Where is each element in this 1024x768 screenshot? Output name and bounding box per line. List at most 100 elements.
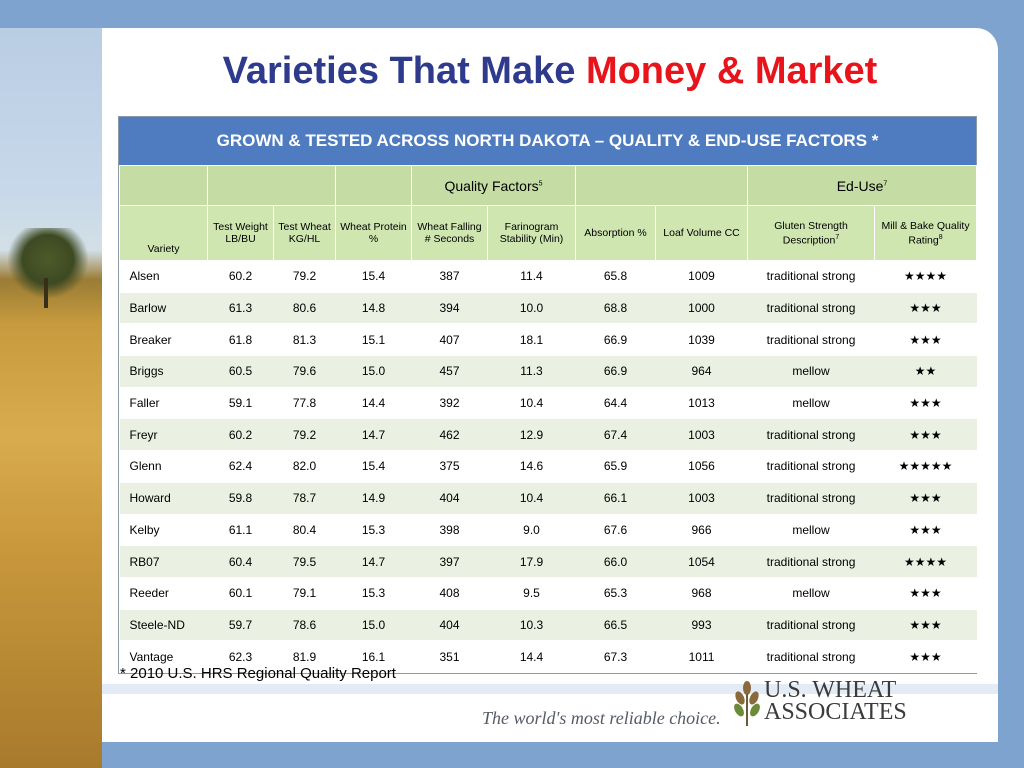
cell-loaf-volume: 1011 <box>655 640 748 673</box>
cell-test-weight-kg: 81.3 <box>273 323 336 357</box>
cell-variety: Freyr <box>119 418 208 452</box>
cell-falling-number: 351 <box>411 640 488 673</box>
cell-variety: Reeder <box>119 577 208 610</box>
col-mill-bake: Mill & Bake Quality Rating8 <box>874 205 978 261</box>
cell-variety: Barlow <box>119 292 208 325</box>
wheat-logo-icon <box>734 681 760 726</box>
cell-farinogram: 14.4 <box>487 640 576 673</box>
table-body: Alsen 60.2 79.2 15.4 387 11.4 65.8 1009 traditio… <box>119 260 977 673</box>
col-test-weight-lb: Test Weight LB/BU <box>207 205 274 261</box>
table-row: Glenn 62.4 82.0 15.4 375 14.6 65.9 1056 traditio… <box>119 450 977 483</box>
col-farinogram: Farinogram Stability (Min) <box>486 205 577 261</box>
group-empty-2 <box>207 165 336 206</box>
cell-mill-bake: ★★★ <box>874 609 977 642</box>
cell-protein: 15.4 <box>335 260 412 293</box>
cell-gluten-strength: mellow <box>747 514 875 547</box>
cell-test-weight-lb: 59.1 <box>207 387 274 420</box>
cell-protein: 14.7 <box>335 418 412 452</box>
cell-absorption: 67.6 <box>575 514 656 547</box>
table-row: Alsen 60.2 79.2 15.4 387 11.4 65.8 1009 traditio… <box>119 260 977 293</box>
cell-mill-bake: ★★★ <box>874 577 977 610</box>
cell-variety: Breaker <box>119 323 208 357</box>
cell-falling-number: 392 <box>411 387 488 420</box>
cell-falling-number: 462 <box>411 418 488 452</box>
cell-gluten-strength: traditional strong <box>747 609 875 642</box>
cell-absorption: 66.5 <box>575 609 656 642</box>
table-row: Freyr 60.2 79.2 14.7 462 12.9 67.4 1003 traditio… <box>119 418 977 452</box>
cell-protein: 15.4 <box>335 450 412 483</box>
cell-test-weight-lb: 61.8 <box>207 323 274 357</box>
cell-farinogram: 12.9 <box>487 418 576 452</box>
cell-loaf-volume: 1000 <box>655 292 748 325</box>
cell-test-weight-lb: 62.3 <box>207 640 274 673</box>
page-title: Varieties That Make Money & Market <box>102 50 998 93</box>
cell-loaf-volume: 1009 <box>655 260 748 293</box>
cell-absorption: 64.4 <box>575 387 656 420</box>
cell-test-weight-lb: 60.2 <box>207 260 274 293</box>
cell-variety: Howard <box>119 482 208 515</box>
cell-test-weight-kg: 81.9 <box>273 640 336 673</box>
cell-loaf-volume: 964 <box>655 355 748 388</box>
cell-protein: 15.0 <box>335 609 412 642</box>
cell-farinogram: 10.3 <box>487 609 576 642</box>
tree-image <box>8 228 88 298</box>
cell-mill-bake: ★★★ <box>874 292 977 325</box>
cell-mill-bake: ★★★ <box>874 387 977 420</box>
cell-absorption: 66.1 <box>575 482 656 515</box>
cell-loaf-volume: 1013 <box>655 387 748 420</box>
cell-absorption: 68.8 <box>575 292 656 325</box>
cell-test-weight-kg: 79.2 <box>273 260 336 293</box>
cell-mill-bake: ★★★ <box>874 323 977 357</box>
cell-test-weight-kg: 79.5 <box>273 545 336 578</box>
cell-variety: RB07 <box>119 545 208 578</box>
cell-gluten-strength: traditional strong <box>747 418 875 452</box>
cell-protein: 16.1 <box>335 640 412 673</box>
logo-line-1: U.S. WHEAT <box>764 677 897 703</box>
cell-farinogram: 10.4 <box>487 387 576 420</box>
group-empty-1 <box>119 165 208 206</box>
cell-variety: Kelby <box>119 514 208 547</box>
cell-farinogram: 17.9 <box>487 545 576 578</box>
cell-loaf-volume: 1056 <box>655 450 748 483</box>
cell-gluten-strength: traditional strong <box>747 323 875 357</box>
tagline: The world's most reliable choice. <box>482 708 721 728</box>
cell-protein: 15.3 <box>335 577 412 610</box>
col-falling-number: Wheat Falling # Seconds <box>411 205 488 261</box>
table-banner: GROWN & TESTED ACROSS NORTH DAKOTA – QUA… <box>119 117 976 165</box>
cell-variety: Vantage <box>119 640 208 673</box>
cell-test-weight-kg: 80.4 <box>273 514 336 547</box>
cell-absorption: 67.3 <box>575 640 656 673</box>
cell-farinogram: 9.5 <box>487 577 576 610</box>
cell-test-weight-kg: 79.6 <box>273 355 336 388</box>
cell-variety: Glenn <box>119 450 208 483</box>
cell-test-weight-lb: 59.7 <box>207 609 274 642</box>
cell-mill-bake: ★★ <box>874 355 977 388</box>
bottom-band <box>102 684 998 694</box>
cell-test-weight-kg: 78.6 <box>273 609 336 642</box>
cell-falling-number: 457 <box>411 355 488 388</box>
cell-loaf-volume: 1003 <box>655 418 748 452</box>
logo-text: U.S. WHEAT ASSOCIATES <box>764 677 907 724</box>
cell-mill-bake: ★★★ <box>874 640 977 673</box>
cell-falling-number: 398 <box>411 514 488 547</box>
table-row: Reeder 60.1 79.1 15.3 408 9.5 65.3 968 mellow ★★★ <box>119 577 977 610</box>
title-accent: Money & Market <box>585 50 878 92</box>
cell-test-weight-lb: 60.5 <box>207 355 274 388</box>
cell-gluten-strength: traditional strong <box>747 545 875 578</box>
cell-farinogram: 14.6 <box>487 450 576 483</box>
wheat-field-photo <box>0 28 102 768</box>
cell-farinogram: 11.4 <box>487 260 576 293</box>
cell-test-weight-lb: 61.1 <box>207 514 274 547</box>
cell-absorption: 65.8 <box>575 260 656 293</box>
cell-falling-number: 375 <box>411 450 488 483</box>
col-variety: Variety <box>119 205 208 261</box>
cell-test-weight-kg: 78.7 <box>273 482 336 515</box>
cell-absorption: 67.4 <box>575 418 656 452</box>
col-gluten-strength: Gluten Strength Description7 <box>747 205 876 261</box>
cell-test-weight-lb: 60.4 <box>207 545 274 578</box>
cell-falling-number: 397 <box>411 545 488 578</box>
cell-gluten-strength: traditional strong <box>747 482 875 515</box>
table-row: Kelby 61.1 80.4 15.3 398 9.0 67.6 966 mellow ★★★ <box>119 514 977 547</box>
cell-farinogram: 9.0 <box>487 514 576 547</box>
cell-falling-number: 387 <box>411 260 488 293</box>
